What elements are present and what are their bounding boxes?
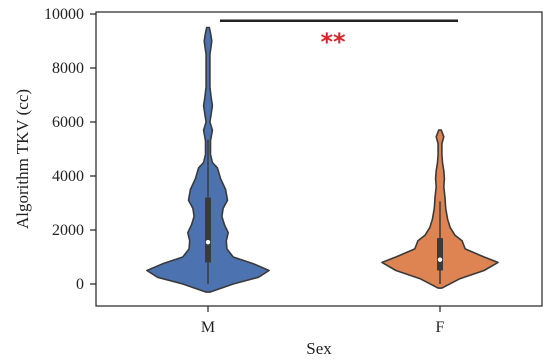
iqr-box-F xyxy=(437,238,443,271)
y-tick-label: 8000 xyxy=(52,60,84,77)
y-axis-ticks: 0 2000 4000 6000 8000 10000 xyxy=(44,6,96,293)
violins xyxy=(146,26,499,293)
y-axis-label: Algorithm TKV (cc) xyxy=(13,89,32,229)
iqr-box-M xyxy=(205,197,211,263)
x-axis-label: Sex xyxy=(306,339,332,358)
significance-label: ** xyxy=(320,28,346,56)
plot-frame xyxy=(95,11,543,307)
x-tick-label: M xyxy=(201,319,215,336)
median-dot-M xyxy=(205,239,211,245)
y-tick-label: 0 xyxy=(76,276,84,293)
y-tick-label: 10000 xyxy=(44,6,84,23)
y-tick-label: 2000 xyxy=(52,222,84,239)
x-tick-label: F xyxy=(436,319,445,336)
y-tick-label: 4000 xyxy=(52,168,84,185)
y-tick-label: 6000 xyxy=(52,114,84,131)
median-dot-F xyxy=(437,257,443,262)
